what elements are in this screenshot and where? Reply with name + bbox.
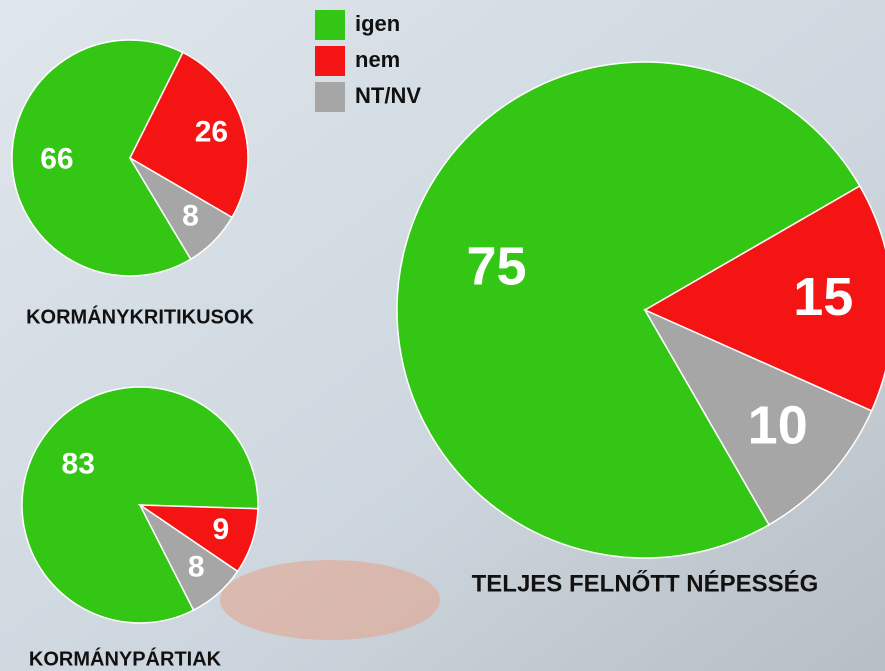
- slice-label: 8: [182, 200, 199, 233]
- slice-label: 66: [40, 143, 73, 176]
- slice-label: 83: [62, 448, 95, 481]
- slice-label: 15: [793, 267, 853, 327]
- slice-label: 8: [188, 551, 205, 584]
- slice-label: 10: [748, 396, 808, 456]
- legend-label: nem: [355, 47, 400, 72]
- slice-label: 9: [212, 513, 229, 546]
- pie-title: KORMÁNYPÁRTIAK: [29, 647, 222, 670]
- slice-label: 75: [466, 236, 526, 296]
- legend-swatch: [315, 10, 345, 40]
- pie-title: KORMÁNYKRITIKUSOK: [26, 305, 254, 328]
- hand-blur: [220, 560, 440, 640]
- legend-swatch: [315, 46, 345, 76]
- legend-label: NT/NV: [355, 83, 421, 108]
- legend-label: igen: [355, 11, 400, 36]
- legend-swatch: [315, 82, 345, 112]
- pie-title: TELJES FELNŐTT NÉPESSÉG: [472, 569, 819, 597]
- slice-label: 26: [195, 116, 228, 149]
- chart: igennemNT/NV66268KORMÁNYKRITIKUSOK8398KO…: [0, 0, 885, 671]
